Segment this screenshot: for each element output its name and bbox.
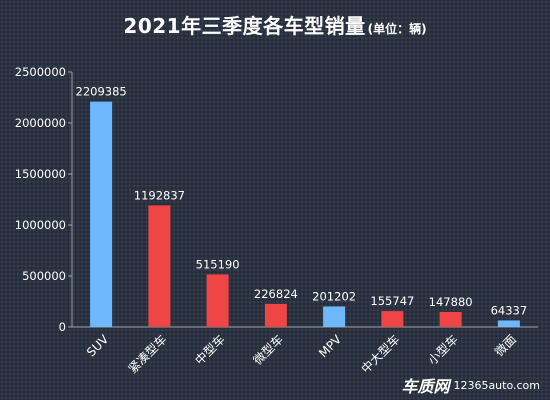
data-label: 147880	[429, 295, 473, 309]
bar	[148, 205, 171, 327]
y-tick-label: 0	[59, 320, 66, 334]
chart-title: 2021年三季度各车型销量	[123, 14, 366, 38]
bar	[497, 320, 520, 327]
x-tick-label: SUV	[84, 332, 112, 360]
bar	[323, 306, 346, 327]
bar	[264, 303, 287, 327]
bar	[206, 274, 229, 327]
x-tick-label: 微型车	[250, 332, 286, 368]
data-label: 226824	[254, 287, 298, 301]
bar	[90, 101, 113, 327]
y-tick-label: 2000000	[15, 116, 66, 130]
x-tick-label: MPV	[316, 332, 345, 361]
data-label: 155747	[370, 294, 414, 308]
x-tick-label: 紧凑型车	[125, 332, 170, 377]
y-tick-label: 1500000	[15, 167, 66, 181]
x-tick-label: 小型车	[425, 332, 461, 368]
watermark-url: 12365auto.com	[453, 378, 540, 392]
data-label: 1192837	[134, 188, 185, 202]
y-tick-label: 1000000	[15, 218, 66, 232]
x-tick-label: 中大型车	[358, 332, 403, 377]
y-tick-label: 2500000	[15, 65, 66, 79]
bars	[90, 101, 520, 327]
y-axis: 0 500000 1000000 1500000 2000000 2500000	[15, 65, 73, 334]
data-label: 515190	[196, 257, 240, 271]
data-label: 2209385	[76, 85, 127, 99]
bar	[381, 311, 404, 327]
watermark: 车质网 12365auto.com	[401, 376, 540, 396]
data-label: 201202	[312, 289, 356, 303]
data-labels: 2209385 1192837 515190 226824 201202 155747 14…	[76, 85, 528, 318]
watermark-brand: 车质网	[401, 377, 450, 396]
x-axis: SUV 紧凑型车 中型车 微型车 MPV 中大型车 小型车 微面	[72, 326, 538, 377]
chart-unit: (单位：辆)	[367, 22, 427, 36]
bar	[439, 311, 462, 327]
x-tick-label: 中型车	[192, 332, 228, 368]
data-label: 64337	[491, 303, 528, 317]
chart-header: 2021年三季度各车型销量 (单位：辆)	[0, 10, 550, 39]
x-tick-label: 微面	[492, 332, 519, 359]
y-tick-label: 500000	[22, 269, 66, 283]
